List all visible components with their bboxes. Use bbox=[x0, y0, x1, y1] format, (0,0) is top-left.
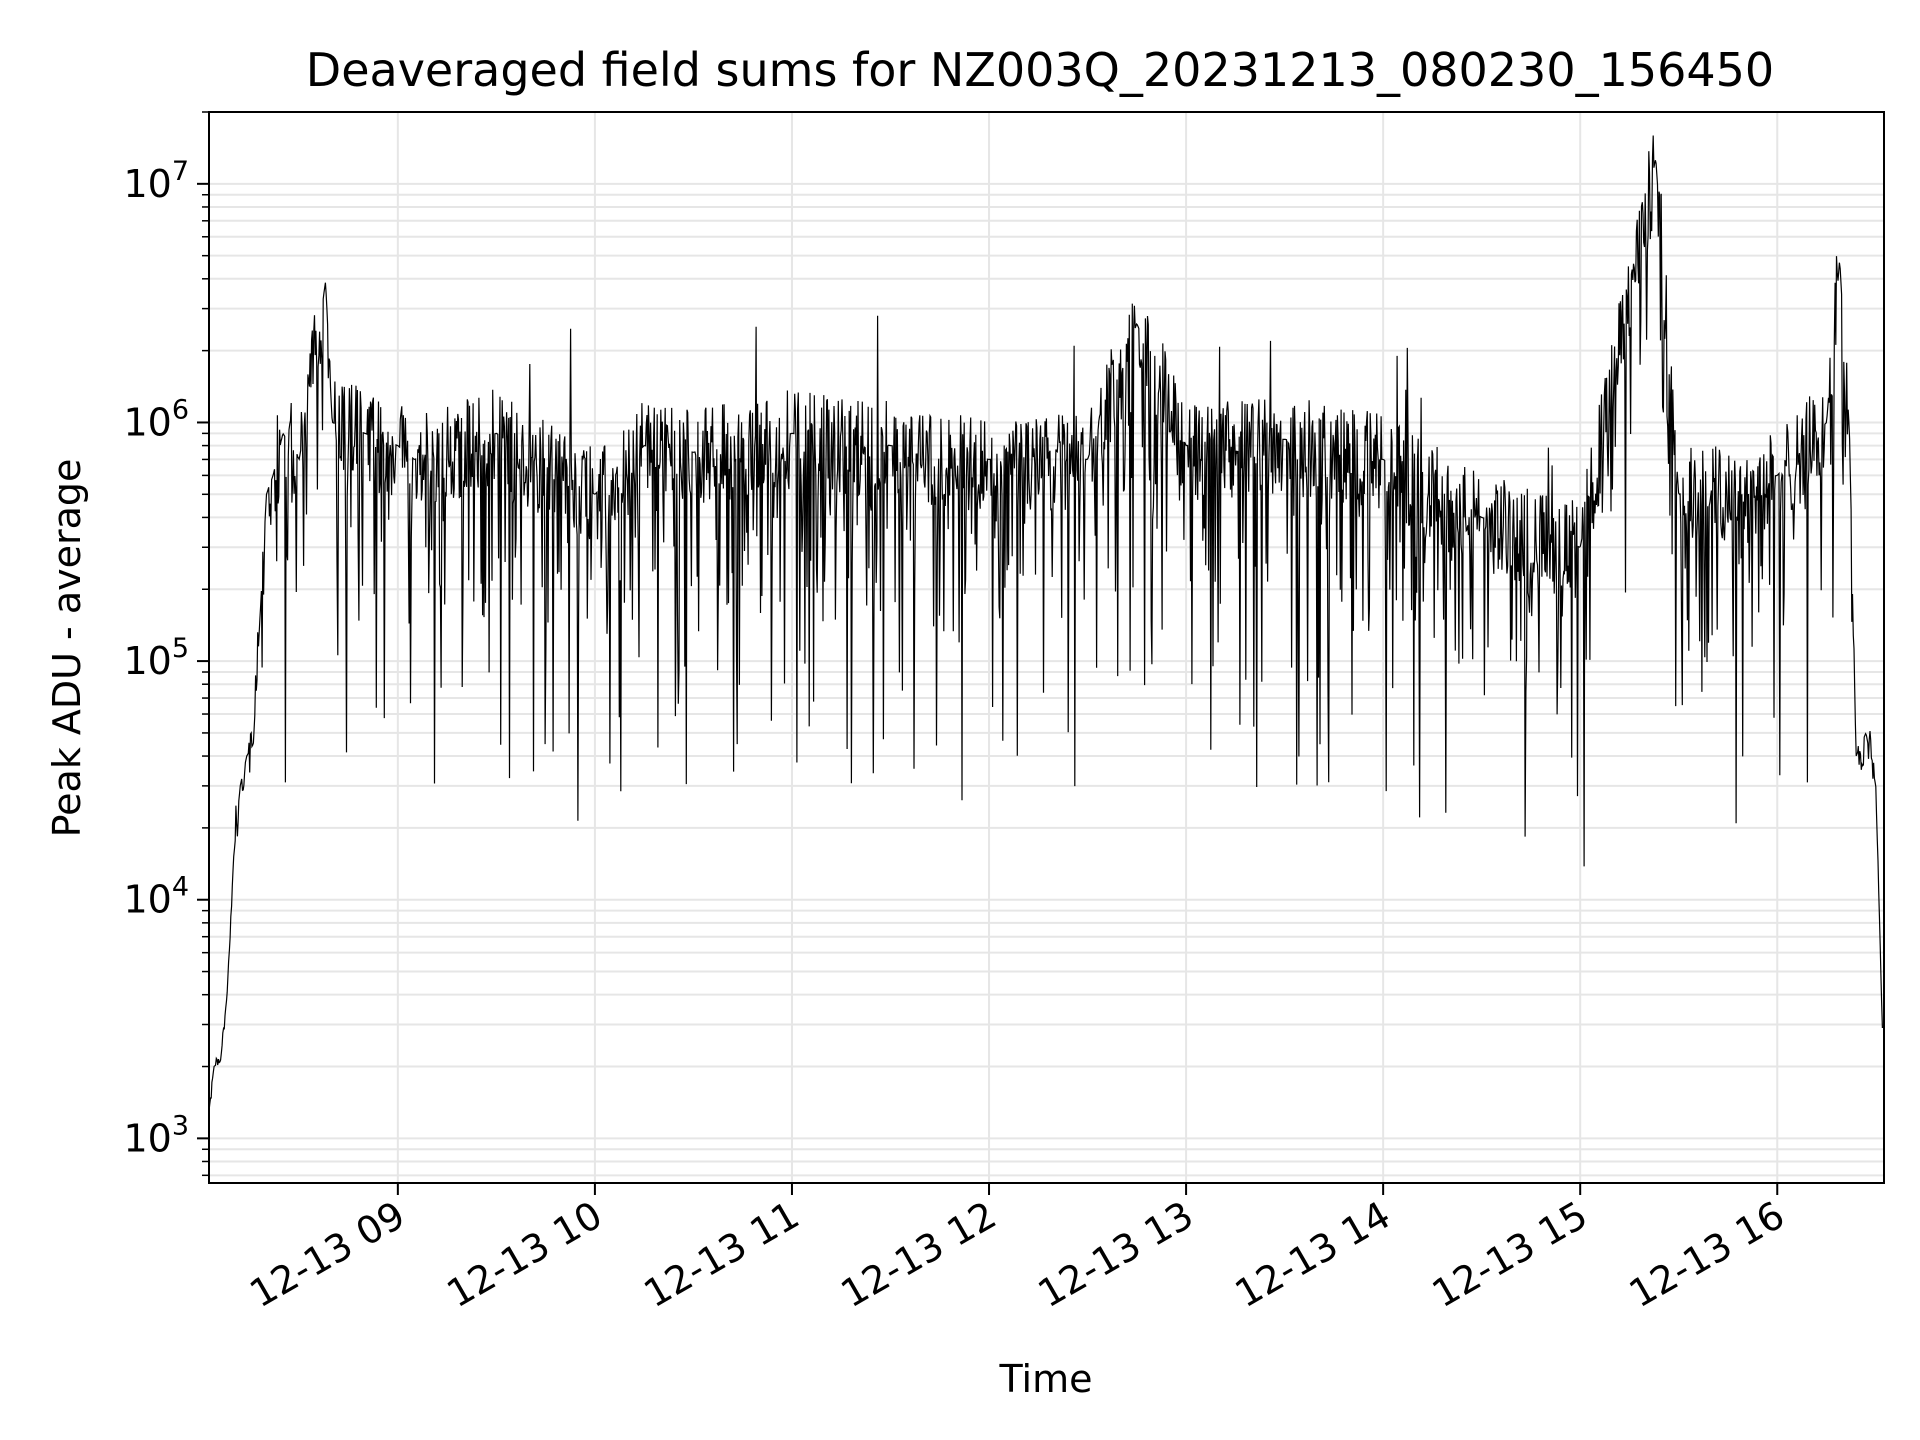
y-tick-base: 10 bbox=[123, 400, 171, 444]
y-tick-label: 105 bbox=[123, 633, 189, 683]
y-tick-exponent: 3 bbox=[172, 1110, 189, 1141]
y-tick-label: 103 bbox=[123, 1110, 189, 1160]
y-tick-exponent: 5 bbox=[172, 633, 189, 664]
y-tick-label: 107 bbox=[123, 156, 189, 206]
y-tick-exponent: 6 bbox=[172, 394, 189, 425]
series bbox=[208, 135, 1883, 1112]
y-tick-base: 10 bbox=[123, 878, 171, 922]
chart-title: Deaveraged field sums for NZ003Q_2023121… bbox=[306, 43, 1774, 97]
x-axis-label: Time bbox=[999, 1357, 1093, 1401]
y-tick-base: 10 bbox=[123, 162, 171, 206]
y-axis-label: Peak ADU - average bbox=[45, 459, 89, 838]
y-tick-label: 106 bbox=[123, 394, 189, 444]
y-tick-exponent: 7 bbox=[172, 156, 189, 187]
plot-frame bbox=[208, 111, 1885, 1184]
y-tick-exponent: 4 bbox=[172, 872, 189, 903]
y-tick-base: 10 bbox=[123, 1116, 171, 1160]
y-tick-label: 104 bbox=[123, 872, 189, 922]
series-line bbox=[208, 135, 1883, 1112]
y-tick-base: 10 bbox=[123, 639, 171, 683]
